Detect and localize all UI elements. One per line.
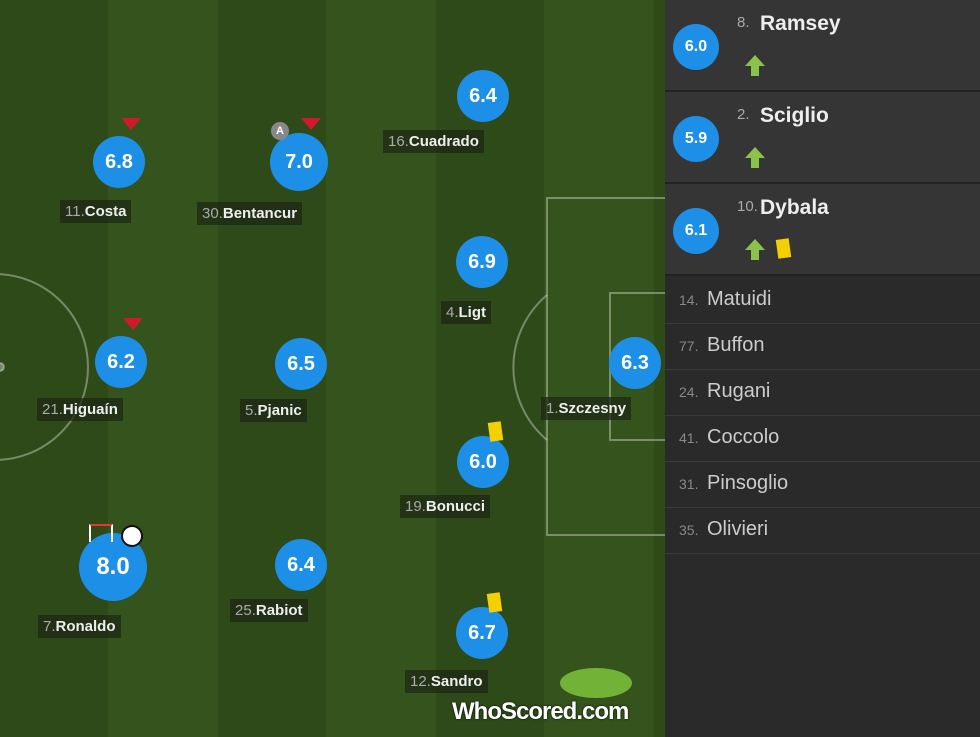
- player-label: 1.Szczesny: [541, 397, 632, 420]
- sub-on-icon: [745, 55, 765, 66]
- player-label: 5.Pjanic: [240, 399, 307, 422]
- shirt-number: 31.: [679, 476, 699, 492]
- bench-row: 35. Olivieri: [665, 508, 980, 554]
- player-name: Szczesny: [558, 400, 627, 417]
- player-name: Sciglio: [760, 104, 829, 127]
- yellow-card: [487, 421, 504, 442]
- shirt-number: 30.: [202, 205, 223, 222]
- player-name: Pinsoglio: [707, 472, 789, 494]
- shirt-number: 41.: [679, 430, 699, 446]
- player-label: 11.Costa: [60, 200, 132, 223]
- player-name: Costa: [84, 203, 127, 220]
- rating-badge: 7.0: [270, 133, 328, 191]
- yellow-card: [486, 592, 503, 613]
- sub-off-icon: [121, 118, 141, 130]
- shirt-number: 25.: [235, 602, 256, 619]
- shirt-number: 12.: [410, 673, 431, 690]
- shirt-number: 21.: [42, 401, 63, 418]
- player-name: Rugani: [707, 380, 771, 402]
- shirt-number: 4.: [446, 304, 459, 321]
- sub-on-icon: [751, 158, 759, 168]
- shirt-number: 77.: [679, 338, 699, 354]
- player-name: Buffon: [707, 334, 765, 356]
- rating-badge: 6.4: [457, 70, 509, 122]
- substitute-row: 6.0 8. Ramsey: [665, 0, 980, 92]
- shirt-number: 8.: [737, 14, 750, 31]
- rating-badge: 8.0: [79, 533, 147, 601]
- substitute-row: 6.1 10. Dybala: [665, 184, 980, 276]
- bench-row: 14. Matuidi: [665, 278, 980, 324]
- bench-row: 77. Buffon: [665, 324, 980, 370]
- rating-badge: 6.9: [456, 236, 508, 288]
- shirt-number: 2.: [737, 106, 750, 123]
- sub-off-icon: [123, 318, 143, 330]
- shirt-number: 5.: [245, 402, 258, 419]
- captain-badge: A: [271, 122, 289, 140]
- rating-badge: 6.4: [275, 539, 327, 591]
- player-name: Bentancur: [222, 205, 298, 222]
- player-label: 30.Bentancur: [197, 202, 303, 225]
- rating-badge: 6.5: [275, 338, 327, 390]
- rating-badge: 6.3: [609, 337, 661, 389]
- player-label: 21.Higuaín: [37, 398, 123, 421]
- rating-badge: 6.1: [673, 208, 719, 254]
- yellow-card: [775, 238, 792, 259]
- logo-suffix: .com: [576, 698, 629, 725]
- player-name: Bonucci: [425, 498, 486, 515]
- player-label: 4.Ligt: [441, 301, 492, 324]
- assist-icon: [89, 524, 113, 542]
- shirt-number: 19.: [405, 498, 426, 515]
- sub-on-icon: [751, 66, 759, 76]
- player-label: 16.Cuadrado: [383, 130, 484, 153]
- bench-row: 31. Pinsoglio: [665, 462, 980, 508]
- player-name: Ronaldo: [55, 618, 116, 635]
- player-name: Ramsey: [760, 12, 841, 35]
- player-name: Cuadrado: [408, 133, 479, 150]
- shirt-number: 7.: [43, 618, 56, 635]
- rating-badge: 5.9: [673, 116, 719, 162]
- shirt-number: 1.: [546, 400, 559, 417]
- bench-row: 41. Coccolo: [665, 416, 980, 462]
- rating-badge: 6.2: [95, 336, 147, 388]
- player-label: 19.Bonucci: [400, 495, 491, 518]
- sidebar: 6.0 8. Ramsey 5.9 2. Sciglio 6.1 10. Dybala 14. Ma…: [665, 0, 980, 737]
- player-name: Coccolo: [707, 426, 780, 448]
- sub-on-icon: [745, 147, 765, 158]
- goal-icon: [121, 525, 143, 547]
- rating-badge: 6.0: [457, 436, 509, 488]
- sub-on-icon: [751, 250, 759, 260]
- rating-badge: 6.8: [93, 136, 145, 188]
- rating-badge: 6.7: [456, 607, 508, 659]
- player-name: Higuaín: [62, 401, 118, 418]
- player-label: 25.Rabiot: [230, 599, 308, 622]
- player-name: Sandro: [430, 673, 483, 690]
- rating-badge: 6.0: [673, 24, 719, 70]
- player-label: 7.Ronaldo: [38, 615, 121, 638]
- player-name: Pjanic: [257, 402, 302, 419]
- player-name: Ligt: [458, 304, 487, 321]
- player-name: Olivieri: [707, 518, 769, 540]
- shirt-number: 24.: [679, 384, 699, 400]
- logo-brand: WhoScored: [452, 698, 577, 725]
- shirt-number: 11.: [65, 203, 85, 220]
- shirt-number: 35.: [679, 522, 699, 538]
- shirt-number: 16.: [388, 133, 409, 150]
- logo-mark: [560, 668, 632, 698]
- player-name: Rabiot: [255, 602, 303, 619]
- player-name: Matuidi: [707, 288, 772, 310]
- logo: WhoScored.com: [452, 698, 629, 726]
- shirt-number: 10.: [737, 198, 758, 215]
- shirt-number: 14.: [679, 292, 699, 308]
- player-label: 12.Sandro: [405, 670, 488, 693]
- bench-row: 24. Rugani: [665, 370, 980, 416]
- sub-off-icon: [301, 118, 321, 130]
- sub-on-icon: [745, 239, 765, 250]
- player-name: Dybala: [760, 196, 829, 219]
- substitute-row: 5.9 2. Sciglio: [665, 92, 980, 184]
